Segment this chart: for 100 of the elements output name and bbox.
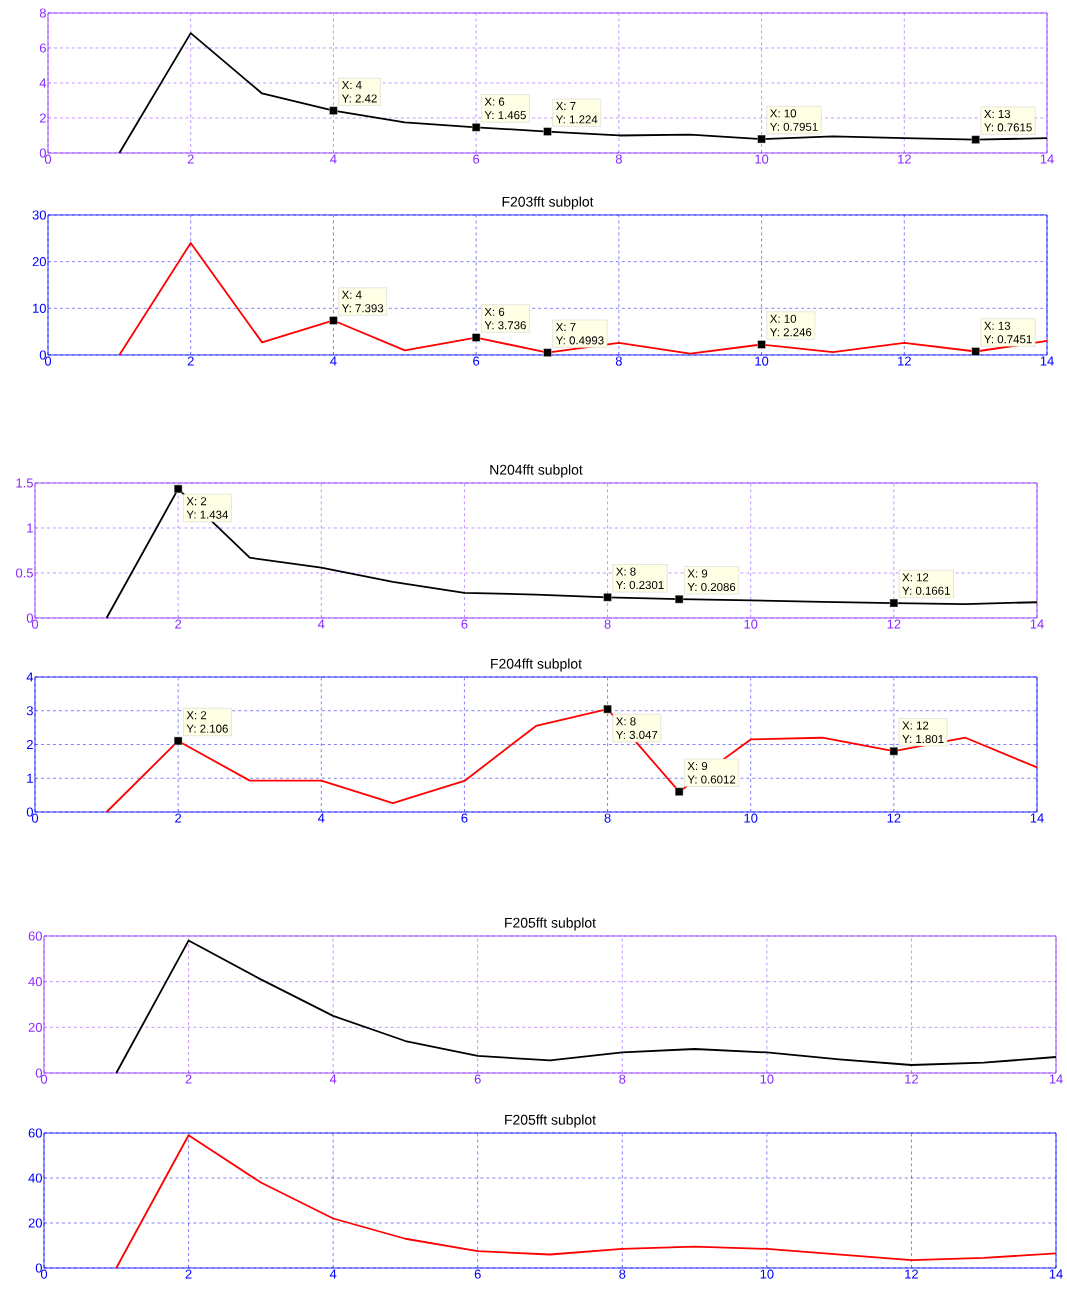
x-tick-label: 2 [185,1074,192,1084]
x-tick-label: 10 [760,1074,774,1084]
x-tick-label: 2 [175,619,182,629]
annotation: Y: 2.106 [186,724,229,733]
point [174,484,183,494]
y-tick-label: 60 [28,1128,43,1138]
y-tick-label: 2 [40,113,47,123]
y-tick-label: 4 [39,78,47,88]
x-tick-label: 4 [318,619,325,629]
chart-title: F205fft subplot [505,1114,597,1128]
y-tick-label: 20 [32,257,47,267]
x-tick-label: 10 [755,356,769,366]
x-tick-label: 4 [330,356,337,366]
x-tick-label: 8 [616,356,623,366]
x-tick-label: 2 [185,1269,192,1279]
annotation: Y: 7.393 [342,304,384,313]
annotation: Y: 3.736 [484,321,527,330]
annotation: Y: 0.7615 [984,123,1033,132]
x-tick-label: 14 [1041,154,1055,164]
y-tick-label: 30 [32,210,47,220]
x-tick-label: 8 [616,154,623,164]
y-tick-label: 1 [27,773,34,783]
x-tick-label: 8 [604,813,611,823]
x-tick-label: 4 [330,1269,337,1279]
x-tick-label: 6 [473,356,480,366]
y-tick-label: 0.5 [16,568,34,578]
y-tick-label: 8 [40,8,47,18]
annotation: X: 13 [984,321,1011,330]
x-tick-label: 2 [188,356,194,366]
x-tick-label: 12 [898,356,912,366]
y-tick-label: 10 [33,303,47,313]
x-tick-label: 6 [475,1074,481,1084]
chart-title: F203fft subplot [502,196,594,210]
annotation: Y: 1.434 [186,510,229,519]
x-tick-label: 10 [760,1269,774,1279]
x-tick-label: 14 [1041,356,1055,366]
annotation: Y: 0.4993 [556,336,604,345]
annotation: X: 7 [556,102,576,110]
y-tick-label: 1 [27,523,34,533]
annotation: X: 8 [616,567,636,576]
x-tick-label: 10 [744,813,758,823]
x-tick-label: 12 [887,619,901,629]
chart-title: F205fft subplot [505,917,597,931]
y-tick-label: 20 [28,1218,43,1228]
annotation: X: 9 [687,569,708,578]
annotation: Y: 2.246 [770,328,812,337]
x-tick-label: 14 [1050,1269,1064,1279]
x-tick-label: 4 [330,1074,337,1084]
annotation: X: 10 [770,314,797,323]
chart-title: N204fft subplot [490,464,583,478]
point [889,598,899,608]
annotation: X: 10 [770,109,797,118]
annotation: Y: 0.7451 [984,335,1032,344]
chart-title: F204fft subplot [491,658,583,672]
annotation: Y: 1.465 [484,111,527,120]
annotation: X: 6 [484,307,505,316]
annotation: Y: 0.1661 [902,586,951,595]
annotation: X: 4 [342,290,362,299]
x-tick-label: 14 [1031,619,1045,629]
annotation: X: 13 [984,109,1011,118]
x-tick-label: 10 [744,619,758,629]
annotation: X: 4 [342,81,362,89]
y-tick-label: 2 [27,739,34,750]
point [329,106,338,115]
x-tick-label: 14 [1050,1074,1064,1084]
annotation: Y: 0.6012 [687,775,736,784]
x-tick-label: 12 [905,1074,919,1084]
annotation: Y: 1.801 [902,734,944,743]
y-tick-label: 20 [28,1022,43,1032]
y-tick-label: 3 [27,706,34,716]
x-tick-label: 12 [905,1269,919,1279]
x-tick-label: 6 [473,154,480,164]
x-tick-label: 6 [461,619,468,629]
y-tick-label: 4 [26,672,34,682]
annotation: Y: 0.2086 [687,582,736,592]
annotation: Y: 1.224 [556,115,598,124]
x-tick-label: 4 [330,154,337,164]
annotation: X: 2 [186,711,207,720]
x-tick-label: 14 [1031,813,1045,823]
x-tick-label: 8 [619,1074,626,1084]
annotation: X: 8 [616,717,636,726]
point [472,123,481,132]
annotation: X: 2 [186,497,207,506]
annotation: Y: 0.2301 [616,580,664,590]
point [543,127,552,136]
line-series [118,242,1049,357]
x-tick-label: 4 [318,813,325,823]
x-tick-label: 8 [619,1269,626,1279]
point [603,593,612,602]
x-tick-label: 6 [475,1269,481,1279]
point [757,134,767,144]
x-tick-label: 12 [898,154,912,164]
y-tick-label: 60 [28,931,43,941]
y-tick-label: 40 [28,1173,43,1183]
line-series [118,32,1049,154]
line-series [115,939,1058,1074]
y-tick-label: 1.5 [16,478,34,488]
x-tick-label: 10 [755,154,769,164]
annotation: Y: 3.047 [616,730,658,739]
annotation: X: 7 [556,323,576,331]
